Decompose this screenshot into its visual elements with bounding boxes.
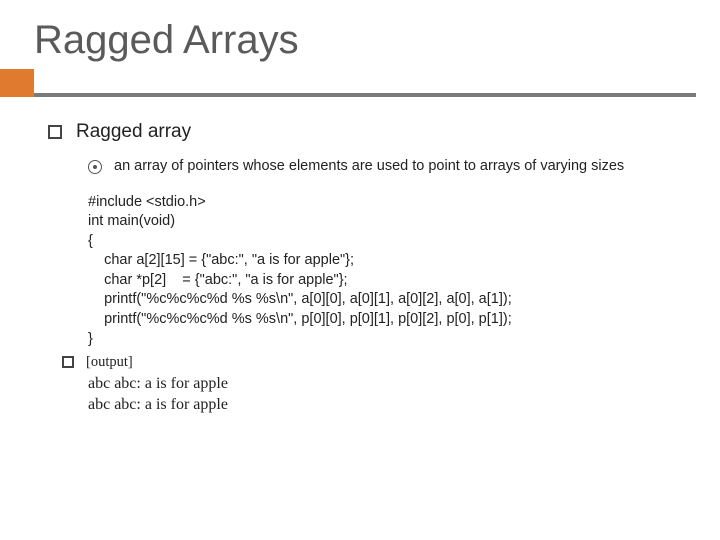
bullet-heading: Ragged array: [48, 121, 690, 143]
definition-text: an array of pointers whose elements are …: [114, 157, 624, 177]
accent-block: [0, 69, 34, 97]
target-bullet-icon: [88, 160, 102, 174]
code-line: char a[2][15] = {"abc:", "a is for apple…: [88, 252, 354, 268]
code-line: #include <stdio.h>: [88, 194, 206, 210]
code-line: int main(void): [88, 213, 175, 229]
content-area: Ragged array an array of pointers whose …: [0, 97, 720, 416]
code-line: printf("%c%c%c%d %s %s\n", a[0][0], a[0]…: [88, 291, 512, 307]
code-block: #include <stdio.h> int main(void) { char…: [88, 193, 690, 350]
page-title: Ragged Arrays: [0, 0, 720, 69]
output-block: [output] abc abc: a is for apple abc abc:…: [88, 353, 690, 416]
output-line: abc abc: a is for apple: [88, 396, 228, 413]
output-line: abc abc: a is for apple: [88, 375, 228, 392]
divider-bar: [0, 69, 720, 97]
square-bullet-icon: [48, 125, 62, 139]
code-line: }: [88, 331, 93, 347]
square-bullet-icon: [62, 356, 74, 368]
section-heading: Ragged array: [76, 121, 191, 143]
code-line: char *p[2] = {"abc:", "a is for apple"};: [88, 272, 348, 288]
code-line: {: [88, 233, 93, 249]
bullet-definition: an array of pointers whose elements are …: [88, 157, 690, 177]
output-label: [output]: [86, 353, 133, 373]
code-line: printf("%c%c%c%d %s %s\n", p[0][0], p[0]…: [88, 311, 512, 327]
divider-line: [34, 93, 696, 97]
